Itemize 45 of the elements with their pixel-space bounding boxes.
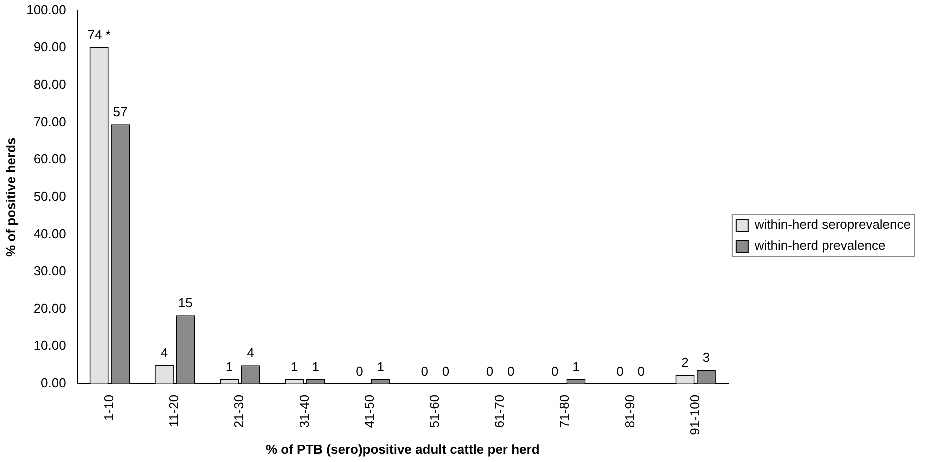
y-tick-label: 90.00 — [34, 40, 66, 55]
x-axis-title: % of PTB (sero)positive adult cattle per herd — [266, 442, 540, 457]
legend-label: within-herd seroprevalence — [754, 217, 912, 232]
annotation: 2 — [682, 355, 689, 370]
y-axis-title: % of positive herds — [3, 138, 18, 257]
x-tick-label: 81-90 — [622, 394, 638, 428]
x-tick-label: 11-20 — [166, 394, 182, 428]
x-tick-label: 91-100 — [687, 394, 702, 436]
y-tick-label: 70.00 — [34, 114, 66, 130]
annotation: 0 — [486, 364, 494, 379]
annotation: 4 — [160, 345, 168, 360]
y-tick-label: 50.00 — [34, 188, 66, 204]
annotation: 1 — [377, 360, 385, 375]
y-tick-label: 20.00 — [34, 300, 66, 316]
annotation: 0 — [356, 364, 364, 379]
annotation: 15 — [178, 296, 193, 311]
y-tick-label: 80.00 — [34, 77, 66, 92]
annotation: 0 — [551, 364, 559, 379]
x-tick-label: 71-80 — [557, 394, 572, 428]
annotation: 0 — [508, 364, 515, 379]
annotation: 1 — [312, 360, 320, 375]
annotation: 0 — [616, 364, 624, 379]
x-tick-label: 21-30 — [232, 394, 247, 428]
legend-label: within-herd prevalence — [754, 238, 886, 254]
x-tick-label: 61-70 — [492, 394, 508, 428]
y-tick-label: 40.00 — [34, 226, 66, 242]
annotation: 1 — [226, 360, 234, 375]
annotation: 0 — [421, 364, 428, 379]
y-tick-label: 60.00 — [34, 152, 66, 167]
x-tick-label: 51-60 — [427, 394, 442, 428]
annotation: 0 — [442, 364, 450, 379]
annotation: 0 — [638, 364, 645, 379]
annotation: 4 — [247, 346, 254, 361]
annotation: 1 — [291, 360, 298, 375]
annotation: 3 — [702, 350, 710, 366]
y-tick-label: 100.00 — [26, 2, 66, 18]
x-tick-label: 41-50 — [362, 394, 377, 428]
y-tick-label: 10.00 — [34, 338, 66, 354]
x-tick-label: 31-40 — [296, 394, 312, 428]
annotation: 57 — [113, 104, 128, 120]
annotation: 74 * — [88, 27, 111, 42]
y-tick-label: 30.00 — [34, 264, 66, 279]
x-tick-label: 1-10 — [101, 394, 116, 421]
y-tick-label: 0.00 — [41, 376, 66, 390]
annotation: 1 — [572, 360, 580, 375]
